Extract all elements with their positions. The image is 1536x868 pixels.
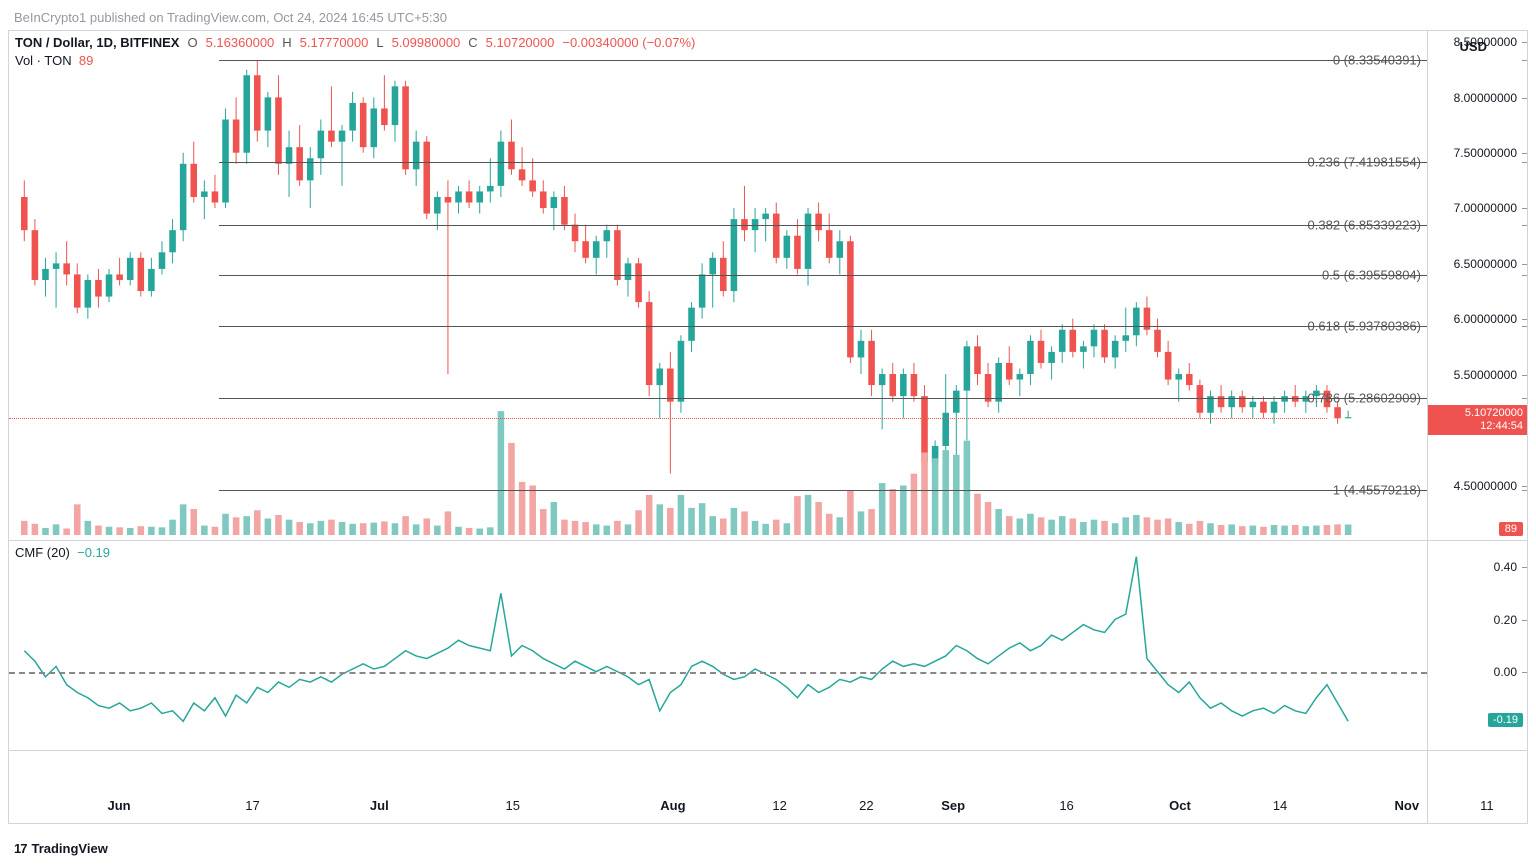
cmf-yaxis: 0.00 0.20 0.40 -0.19	[1427, 541, 1527, 750]
xaxis-tick: 16	[1059, 798, 1073, 813]
c-label: C	[468, 35, 477, 50]
fib-line	[219, 162, 1427, 163]
cmf-value: −0.19	[77, 545, 110, 560]
fib-label: 0.786 (5.28602909)	[1308, 391, 1421, 406]
price-ytick: 5.50000000	[1454, 368, 1517, 382]
xaxis-tick: Jun	[108, 798, 131, 813]
xaxis-tick: 22	[859, 798, 873, 813]
volume-badge: 89	[1499, 522, 1523, 536]
xaxis-tick: 14	[1273, 798, 1287, 813]
change-value: −0.00340000 (−0.07%)	[562, 35, 695, 50]
vol-value: 89	[79, 53, 93, 68]
fib-line	[219, 225, 1427, 226]
tv-text: TradingView	[31, 841, 107, 856]
xaxis-right-spacer	[1427, 751, 1527, 823]
candlestick-chart	[9, 31, 1427, 540]
h-value: 5.17770000	[300, 35, 369, 50]
fib-label: 0.618 (5.93780386)	[1308, 319, 1421, 334]
last-price-line	[9, 418, 1327, 419]
last-price-tag: 5.10720000 12:44:54	[1428, 405, 1527, 435]
xaxis-pane: Jun17Jul15Aug1222Sep16Oct14Nov11	[9, 751, 1527, 823]
fib-label: 0 (8.33540391)	[1333, 53, 1421, 68]
cmf-zero-line	[9, 672, 1427, 674]
price-ytick: 4.50000000	[1454, 479, 1517, 493]
c-value: 5.10720000	[486, 35, 555, 50]
price-ytick: 7.00000000	[1454, 201, 1517, 215]
price-tag-countdown: 12:44:54	[1432, 420, 1523, 433]
xaxis-tick: Nov	[1395, 798, 1420, 813]
vol-label: Vol · TON	[15, 53, 72, 68]
chart-container: TON / Dollar, 1D, BITFINEX O 5.16360000 H…	[8, 30, 1528, 824]
xaxis-tick: Sep	[941, 798, 965, 813]
fib-label: 0.5 (6.39559804)	[1322, 268, 1421, 283]
cmf-badge: -0.19	[1488, 713, 1523, 727]
symbol-header: TON / Dollar, 1D, BITFINEX O 5.16360000 H…	[15, 35, 695, 50]
volume-header: Vol · TON 89	[15, 53, 93, 68]
price-tag-value: 5.10720000	[1432, 407, 1523, 420]
fib-line	[219, 490, 1427, 491]
o-label: O	[187, 35, 197, 50]
xaxis-tick: Oct	[1169, 798, 1191, 813]
cmf-ytick: 0.20	[1494, 613, 1517, 627]
price-yaxis: 4.500000005.000000005.500000006.00000000…	[1427, 31, 1527, 540]
tv-logo: 17	[14, 841, 26, 856]
fib-label: 0.382 (6.85339223)	[1308, 217, 1421, 232]
xaxis-tick: Jul	[370, 798, 389, 813]
xaxis-tick: 15	[506, 798, 520, 813]
xaxis-tick: Aug	[660, 798, 685, 813]
cmf-label: CMF (20)	[15, 545, 70, 560]
h-label: H	[282, 35, 291, 50]
fib-label: 0.236 (7.41981554)	[1308, 154, 1421, 169]
tradingview-attribution: 17 TradingView	[14, 841, 108, 856]
price-ytick: 7.50000000	[1454, 146, 1517, 160]
price-ytick: 6.50000000	[1454, 257, 1517, 271]
cmf-header: CMF (20) −0.19	[15, 545, 110, 560]
fib-line	[219, 275, 1427, 276]
cmf-plot[interactable]	[9, 541, 1427, 750]
xaxis-tick: 12	[772, 798, 786, 813]
symbol-text: TON / Dollar, 1D, BITFINEX	[15, 35, 179, 50]
price-plot[interactable]: 0 (8.33540391) 0.236 (7.41981554) 0.382 (6…	[9, 31, 1427, 540]
fib-line	[219, 60, 1427, 61]
cmf-ytick: 0.00	[1494, 665, 1517, 679]
o-value: 5.16360000	[206, 35, 275, 50]
l-label: L	[376, 35, 383, 50]
publish-watermark: BeInCrypto1 published on TradingView.com…	[14, 10, 447, 25]
currency-label: USD	[1460, 39, 1487, 54]
xaxis-labels: Jun17Jul15Aug1222Sep16Oct14Nov11	[9, 751, 1427, 823]
price-ytick: 6.00000000	[1454, 312, 1517, 326]
fib-line	[219, 398, 1427, 399]
cmf-line-chart	[9, 541, 1427, 750]
fib-line	[219, 326, 1427, 327]
price-ytick: 8.00000000	[1454, 91, 1517, 105]
cmf-ytick: 0.40	[1494, 560, 1517, 574]
fib-label: 1 (4.45579218)	[1333, 483, 1421, 498]
cmf-pane[interactable]: CMF (20) −0.19 0.00 0.20 0.40 -0.19	[9, 541, 1527, 751]
xaxis-tick: 17	[245, 798, 259, 813]
price-pane[interactable]: 0 (8.33540391) 0.236 (7.41981554) 0.382 (6…	[9, 31, 1527, 541]
l-value: 5.09980000	[392, 35, 461, 50]
